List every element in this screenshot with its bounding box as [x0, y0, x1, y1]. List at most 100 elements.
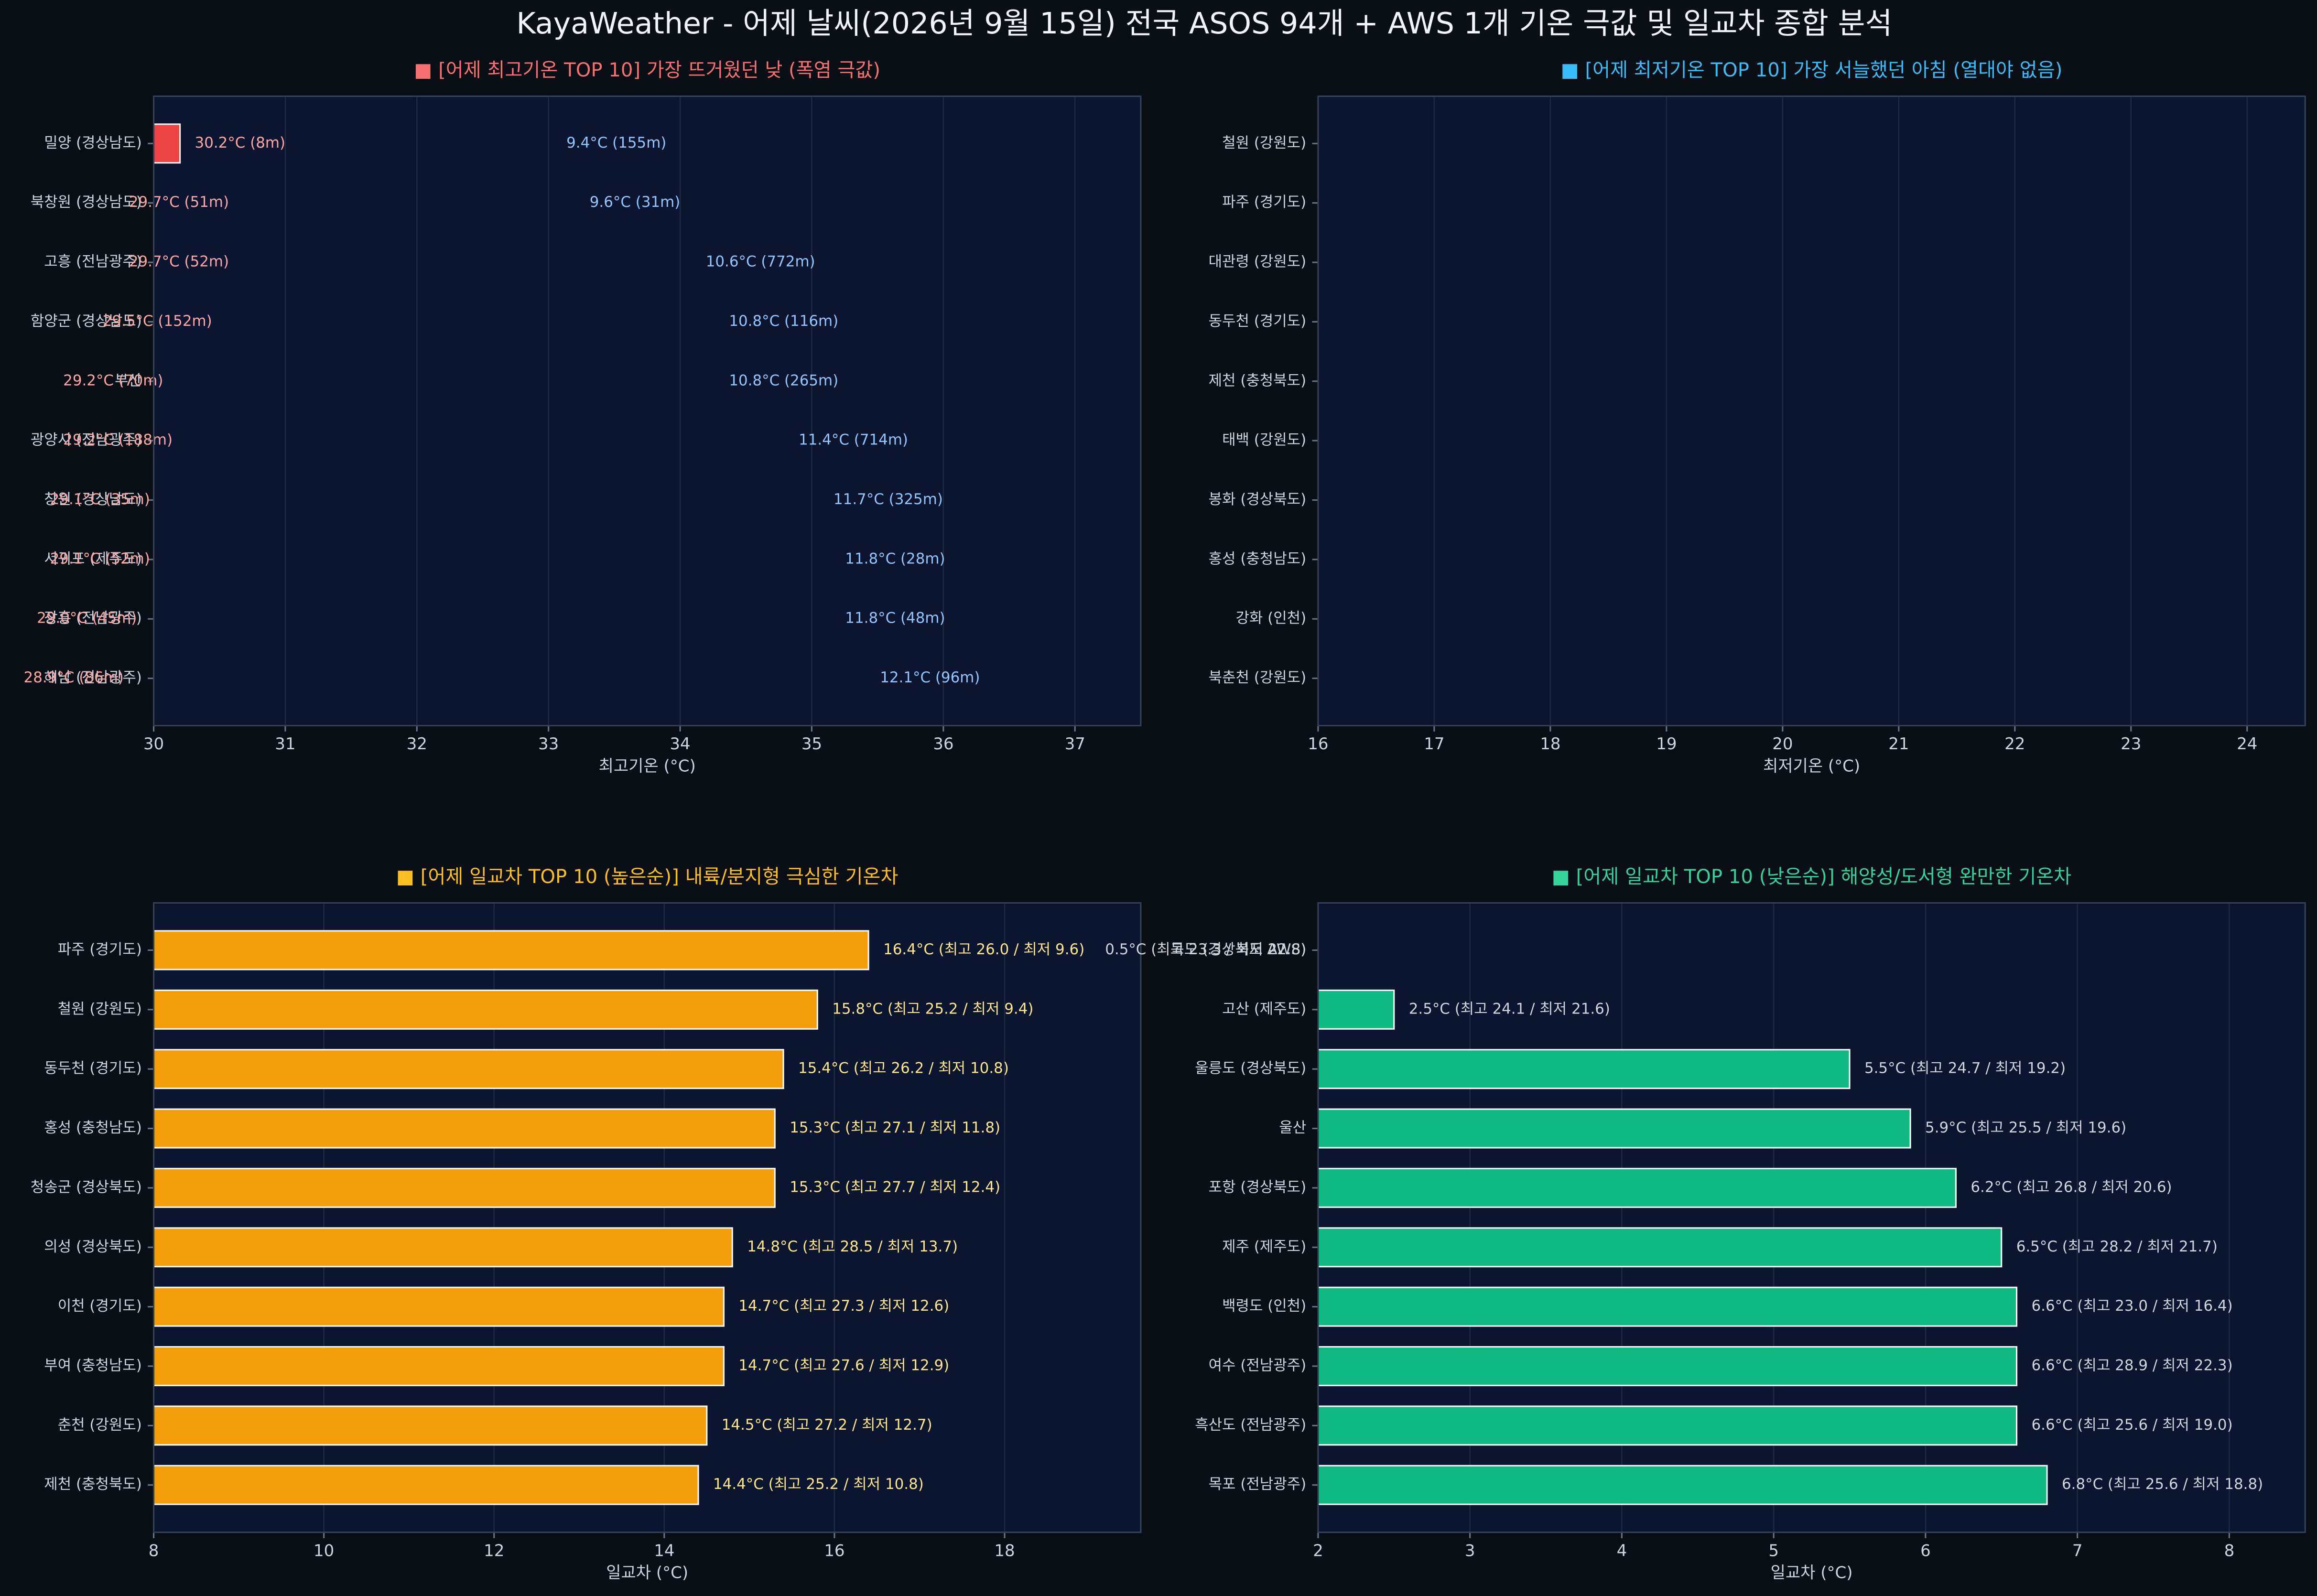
y-tick-label: 부여 (충청남도) [44, 1357, 142, 1374]
x-tick-label: 16 [1308, 734, 1328, 754]
bar [1318, 1227, 2003, 1268]
y-tick-label: 백령도 (인천) [1222, 1297, 1306, 1315]
y-tick-label: 제천 (충청북도) [44, 1476, 142, 1493]
bar [153, 1167, 776, 1208]
x-tick-label: 31 [275, 734, 295, 754]
value-label: 6.6°C (최고 23.0 / 최저 16.4) [2031, 1297, 2232, 1315]
bar [153, 1405, 708, 1446]
plot-area [1318, 96, 2306, 726]
x-tick-label: 34 [670, 734, 690, 754]
y-tick-label: 철원 (강원도) [1222, 134, 1306, 151]
x-tick-label: 8 [149, 1541, 159, 1560]
x-tick-label: 36 [933, 734, 953, 754]
y-tick-label: 해남 (전남광주) [44, 669, 142, 686]
plot-border [153, 902, 1142, 1533]
y-tick-label: 동두천 (경기도) [44, 1060, 142, 1077]
value-label: 14.8°C (최고 28.5 / 최저 13.7) [747, 1238, 958, 1255]
x-tick-label: 32 [407, 734, 427, 754]
y-tick-label: 독도 (경상북도 AWS) [1170, 941, 1306, 958]
y-tick-label: 태백 (강원도) [1222, 431, 1306, 449]
x-tick-label: 33 [538, 734, 559, 754]
y-tick-label: 고흥 (전남광주) [44, 253, 142, 270]
y-tick-label: 밀양 (경상남도) [44, 134, 142, 151]
x-tick-label: 3 [1465, 1541, 1475, 1560]
value-label: 11.4°C (714m) [799, 431, 908, 449]
y-tick-label: 광양시 (전남광주) [31, 431, 142, 449]
value-label: 29.1°C (35m) [50, 491, 150, 508]
plot-border [153, 95, 1142, 727]
value-label: 29.5°C (152m) [103, 313, 212, 330]
bar [153, 989, 818, 1030]
bar [1318, 989, 1395, 1030]
x-tick-label: 12 [484, 1541, 504, 1560]
y-tick-label: 파주 (경기도) [1222, 194, 1306, 211]
value-label: 6.5°C (최고 28.2 / 최저 21.7) [2016, 1238, 2218, 1255]
y-tick-label: 홍성 (충청남도) [1209, 550, 1307, 567]
x-axis-label: 일교차 (°C) [606, 1564, 688, 1583]
y-tick-label: 여수 (전남광주) [1209, 1357, 1307, 1374]
y-tick-label: 창원 (경상남도) [44, 491, 142, 508]
y-tick-label: 파주 (경기도) [58, 941, 142, 958]
value-label: 0.5°C (최고 23.3 / 최저 22.8) [1105, 941, 1306, 958]
bar [153, 930, 869, 971]
y-tick-label: 북창원 (경상남도) [31, 194, 142, 211]
bar [1318, 1286, 2018, 1327]
y-tick-label: 청송군 (경상북도) [31, 1178, 142, 1196]
x-tick-label: 8 [2224, 1541, 2235, 1560]
panel-title: ■ [어제 최고기온 TOP 10] 가장 뜨거웠던 낮 (폭염 극값) [414, 59, 880, 81]
value-label: 14.7°C (최고 27.3 / 최저 12.6) [738, 1297, 949, 1315]
y-tick-label: 춘천 (강원도) [58, 1416, 142, 1434]
x-tick-label: 16 [824, 1541, 845, 1560]
x-tick-label: 23 [2121, 734, 2141, 754]
value-label: 29.1°C (52m) [50, 550, 150, 567]
x-tick-label: 4 [1617, 1541, 1627, 1560]
value-label: 11.8°C (48m) [845, 610, 945, 627]
value-label: 9.4°C (155m) [566, 134, 666, 151]
value-label: 2.5°C (최고 24.1 / 최저 21.6) [1409, 1000, 1610, 1017]
x-tick-label: 22 [2004, 734, 2025, 754]
value-label: 29.2°C (188m) [63, 431, 173, 449]
value-label: 29.7°C (51m) [129, 194, 229, 211]
y-tick-label: 강화 (인천) [1235, 610, 1306, 627]
bar [153, 1465, 699, 1505]
bar [1318, 1346, 2018, 1386]
x-axis-label: 최고기온 (°C) [599, 757, 696, 776]
y-tick-label: 북춘천 (강원도) [1209, 669, 1307, 686]
value-label: 29.0°C (45m) [37, 610, 137, 627]
x-tick-label: 30 [143, 734, 164, 754]
value-label: 29.7°C (52m) [129, 253, 229, 270]
x-tick-label: 19 [1656, 734, 1677, 754]
value-label: 14.7°C (최고 27.6 / 최저 12.9) [738, 1357, 949, 1374]
value-label: 6.6°C (최고 25.6 / 최저 19.0) [2031, 1416, 2232, 1434]
main-title: KayaWeather - 어제 날씨(2026년 9월 15일) 전국 ASO… [516, 6, 1892, 41]
value-label: 16.4°C (최고 26.0 / 최저 9.6) [883, 941, 1084, 958]
y-tick-label: 동두천 (경기도) [1209, 313, 1307, 330]
value-label: 5.9°C (최고 25.5 / 최저 19.6) [1925, 1119, 2126, 1136]
bar [1318, 1049, 1851, 1089]
bar [1318, 1108, 1911, 1149]
y-tick-label: 철원 (강원도) [58, 1000, 142, 1017]
x-tick-label: 24 [2237, 734, 2257, 754]
y-tick-label: 포항 (경상북도) [1209, 1178, 1307, 1196]
y-tick-label: 이천 (경기도) [58, 1297, 142, 1315]
y-tick-label: 서귀포 (제주도) [44, 550, 142, 567]
value-label: 10.6°C (772m) [706, 253, 815, 270]
bar [153, 1108, 776, 1149]
x-tick-label: 18 [1540, 734, 1560, 754]
y-tick-label: 고산 (제주도) [1222, 1000, 1306, 1017]
panel-title: ■ [어제 일교차 TOP 10 (높은순)] 내륙/분지형 극심한 기온차 [396, 866, 898, 888]
x-tick-label: 18 [994, 1541, 1015, 1560]
y-tick-label: 흑산도 (전남광주) [1195, 1416, 1306, 1434]
bar [153, 1227, 733, 1268]
y-tick-label: 제천 (충청북도) [1209, 372, 1307, 389]
x-tick-label: 35 [801, 734, 822, 754]
bar [1318, 1405, 2018, 1446]
y-tick-label: 울릉도 (경상북도) [1195, 1060, 1306, 1077]
y-tick-label: 봉화 (경상북도) [1209, 491, 1307, 508]
x-tick-label: 37 [1065, 734, 1085, 754]
y-tick-label: 목포 (전남광주) [1209, 1476, 1307, 1493]
y-tick-label: 울산 [1279, 1119, 1306, 1136]
panel-title: ■ [어제 일교차 TOP 10 (낮은순)] 해양성/도서형 완만한 기온차 [1552, 866, 2071, 888]
y-tick-label: 부산 [115, 372, 142, 389]
